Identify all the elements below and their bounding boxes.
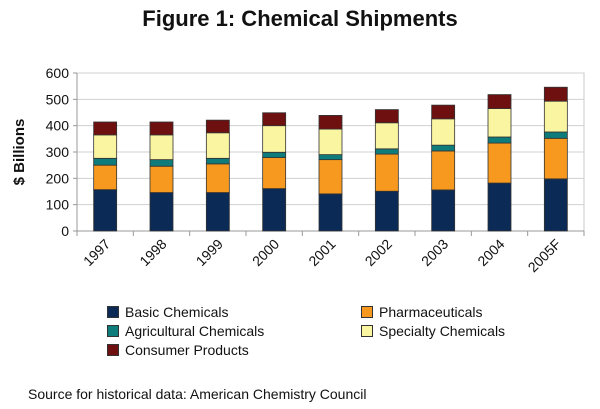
bar-segment [262,157,287,190]
chart-title: Figure 1: Chemical Shipments [142,6,458,31]
bar-segment [93,189,118,232]
bar-segment [374,109,399,124]
legend-item-basic-chemicals: Basic Chemicals [107,304,228,320]
bar-segment [431,104,456,120]
bar-segment [93,157,118,166]
bar-segment [262,188,287,232]
bar-segment [318,128,343,156]
bar-segment [543,100,568,133]
legend-swatch [107,325,119,337]
bar-segment [205,157,230,165]
bar-segment [318,114,343,130]
bar-segment [543,86,568,102]
bar-segment [318,193,343,232]
y-tick-label: 100 [46,197,70,213]
bar-segment [374,148,399,155]
bar-segment [487,182,512,232]
bar-segment [93,134,118,159]
y-tick-label: 500 [46,91,70,107]
bar-segment [487,108,512,138]
bar-segment [149,121,174,136]
legend-label: Pharmaceuticals [379,304,483,320]
x-tick-label: 1997 [80,236,113,269]
bar-segment [205,119,230,134]
bar-segment [487,136,512,144]
legend-label: Consumer Products [125,342,249,358]
bar-segment [487,142,512,184]
bar-segment [374,190,399,232]
y-tick-label: 400 [46,118,70,134]
source-note: Source for historical data: American Che… [28,386,367,402]
stacked-bar-chart: 0 100 200 300 400 500 600 $ Billions 1997 1998 199… [11,65,585,275]
bar-segment [149,159,174,167]
bar-segment [431,150,456,191]
legend-item-agricultural-chemicals: Agricultural Chemicals [107,323,264,339]
x-tick-label: 2000 [249,236,282,269]
y-axis-label: $ Billions [11,119,28,186]
legend-swatch [107,306,119,318]
legend-item-pharmaceuticals: Pharmaceuticals [361,304,483,320]
bar-segment [149,165,174,193]
x-tick-label: 2003 [418,236,451,269]
bar-segment [318,159,343,195]
x-tick-label: 1999 [193,236,226,269]
legend-label: Agricultural Chemicals [125,323,265,339]
x-tick-label: 1998 [136,236,169,269]
bar-segment [149,134,174,161]
bar-segment [374,122,399,150]
x-tick-label: 2001 [305,236,338,269]
legend-item-specialty-chemicals: Specialty Chemicals [361,323,505,339]
legend-swatch [107,344,119,356]
legend-label: Specialty Chemicals [379,323,506,339]
y-tick-label: 0 [61,223,69,239]
legend-label: Basic Chemicals [125,304,229,320]
legend-swatch [361,325,373,337]
x-tick-label: 2004 [474,236,507,269]
bar-segment [487,94,512,109]
y-tick-label: 200 [46,170,70,186]
bar-segment [431,189,456,232]
bar-segment [93,164,118,191]
x-tick-label: 2002 [362,236,395,269]
legend-swatch [361,306,373,318]
bar-segment [543,137,568,180]
bar-segment [431,118,456,146]
bar-segment [374,153,399,192]
bar-segment [262,151,287,158]
bar-segment [93,121,118,136]
bar-segment [431,144,456,152]
bar-segment [205,192,230,232]
bar-segment [205,132,230,159]
bar-segment [543,131,568,139]
y-tick-label: 300 [46,144,70,160]
bar-segment [205,163,230,193]
bar-segment [543,178,568,232]
bar-segment [318,154,343,161]
bar-segment [262,125,287,153]
bar-segment [262,112,287,127]
x-tick-label: 2005F [525,236,564,275]
y-tick-label: 600 [46,65,70,81]
bar-segment [149,192,174,232]
legend-item-consumer-products: Consumer Products [107,342,249,358]
